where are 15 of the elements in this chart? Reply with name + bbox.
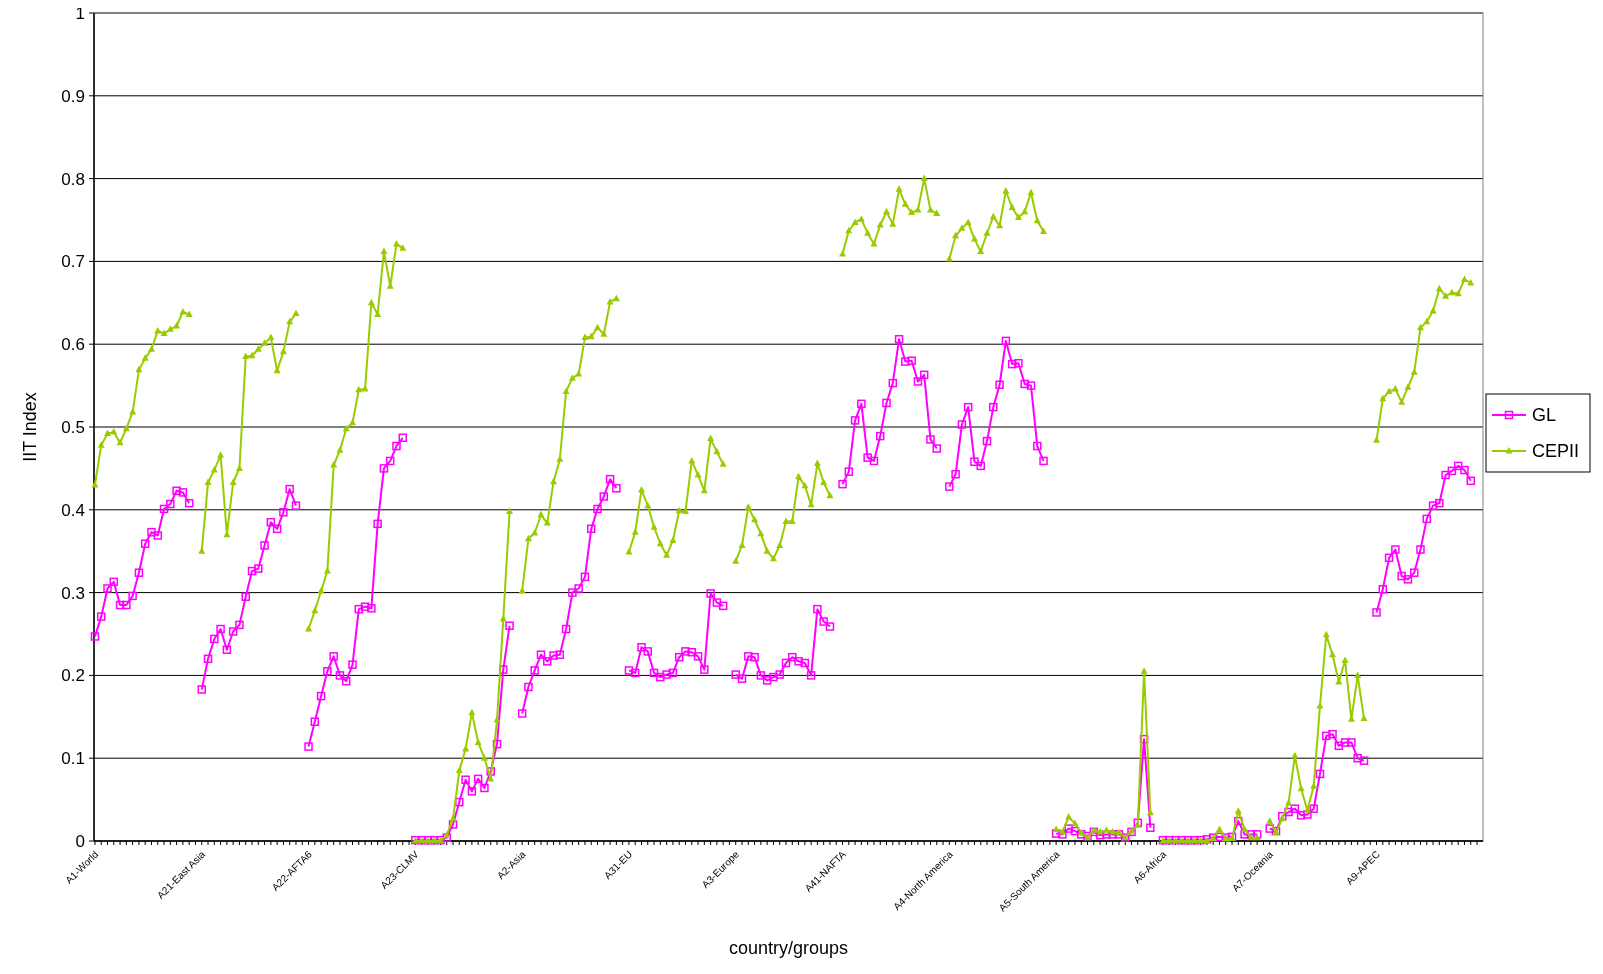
y-tick-label: 0.8 (61, 169, 85, 189)
x-axis-title: country/groups (728, 938, 849, 958)
y-tick-label: 0.1 (61, 749, 85, 769)
legend-label: GL (1532, 405, 1557, 426)
y-tick-label: 0.2 (61, 666, 85, 686)
y-tick-label: 0.9 (61, 86, 85, 106)
y-tick-label: 0.7 (61, 252, 85, 272)
y-tick-label: 0 (75, 831, 85, 851)
y-tick-label: 0.4 (61, 500, 85, 520)
legend-label: CEPII (1532, 441, 1580, 462)
y-tick-label: 0.6 (61, 335, 85, 355)
y-axis-title: IIT Index (20, 392, 40, 462)
y-tick-label: 0.3 (61, 583, 85, 603)
y-tick-label: 0.5 (61, 417, 85, 437)
y-tick-label: 1 (75, 3, 85, 23)
